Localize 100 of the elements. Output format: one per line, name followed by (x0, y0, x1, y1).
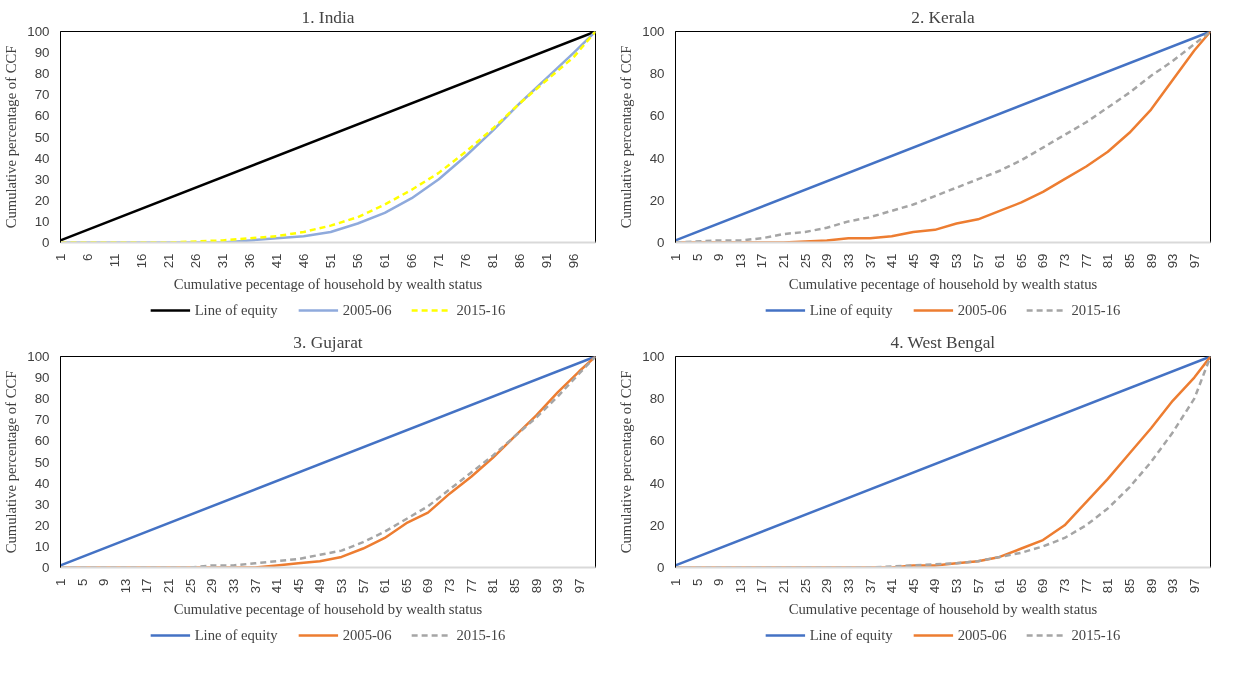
y-axis-title: Cumulative percentage of CCF (3, 370, 20, 554)
y-tick-label: 40 (34, 150, 50, 166)
legend-label: 2015-16 (456, 626, 506, 644)
x-tick-label: 5 (689, 253, 705, 261)
x-tick-label: 73 (442, 578, 458, 594)
x-axis-title: Cumulative pecentage of household by wealth status (173, 601, 483, 618)
x-tick-label: 73 (1057, 578, 1073, 594)
x-tick-label: 21 (776, 578, 792, 594)
x-tick-label: 76 (458, 253, 474, 269)
legend-label: 2005-06 (342, 301, 392, 319)
x-tick-label: 91 (539, 253, 555, 269)
x-tick-label: 57 (355, 578, 371, 594)
x-tick-label: 29 (204, 578, 220, 594)
x-tick-label: 53 (949, 253, 965, 269)
x-tick-label: 41 (269, 578, 285, 594)
x-tick-label: 13 (732, 578, 748, 594)
legend-label: Line of equity (809, 301, 893, 319)
chart-title: 2. Kerala (911, 7, 976, 27)
chart-title: 3. Gujarat (293, 332, 363, 352)
x-tick-label: 41 (884, 253, 900, 269)
x-tick-label: 45 (290, 578, 306, 594)
x-tick-label: 45 (905, 578, 921, 594)
x-tick-label: 97 (1186, 578, 1202, 594)
x-tick-label: 6 (80, 253, 96, 261)
x-tick-label: 33 (840, 578, 856, 594)
x-tick-label: 65 (1013, 578, 1029, 594)
y-tick-label: 80 (34, 66, 50, 82)
y-tick-label: 40 (649, 475, 665, 491)
x-axis-title: Cumulative pecentage of household by wealth status (173, 276, 483, 293)
legend-label: 2005-06 (342, 626, 392, 644)
legend-label: 2015-16 (456, 301, 506, 319)
x-tick-label: 93 (550, 578, 566, 594)
y-tick-label: 20 (649, 192, 665, 208)
x-tick-label: 57 (970, 253, 986, 269)
x-tick-label: 45 (905, 253, 921, 269)
x-tick-label: 41 (269, 253, 285, 269)
x-tick-label: 89 (1143, 253, 1159, 269)
x-tick-label: 13 (732, 253, 748, 269)
x-tick-label: 93 (1165, 578, 1181, 594)
x-tick-label: 71 (431, 253, 447, 269)
y-tick-label: 20 (34, 517, 50, 533)
x-tick-label: 9 (96, 578, 112, 586)
y-tick-label: 60 (649, 108, 665, 124)
legend-label: Line of equity (194, 626, 278, 644)
x-tick-label: 25 (797, 253, 813, 269)
x-tick-label: 25 (797, 578, 813, 594)
legend-label: Line of equity (809, 626, 893, 644)
y-tick-label: 0 (657, 235, 665, 250)
x-tick-label: 65 (1013, 253, 1029, 269)
y-axis-title: Cumulative percentage of CCF (3, 45, 20, 229)
x-tick-label: 97 (571, 578, 587, 594)
x-tick-label: 25 (182, 578, 198, 594)
y-tick-label: 80 (34, 391, 50, 407)
y-tick-label: 30 (34, 496, 50, 512)
x-tick-label: 29 (819, 253, 835, 269)
y-tick-label: 80 (649, 391, 665, 407)
x-tick-label: 16 (134, 253, 150, 269)
x-tick-label: 53 (949, 578, 965, 594)
x-tick-label: 11 (107, 253, 123, 268)
x-tick-label: 9 (711, 253, 727, 261)
x-tick-label: 1 (53, 253, 68, 261)
y-tick-label: 100 (27, 24, 50, 39)
x-tick-label: 97 (1186, 253, 1202, 269)
x-tick-label: 46 (296, 253, 312, 269)
x-tick-label: 41 (884, 578, 900, 594)
x-tick-label: 33 (840, 253, 856, 269)
y-tick-label: 0 (42, 560, 50, 575)
x-tick-label: 61 (992, 578, 1008, 594)
x-tick-label: 13 (117, 578, 133, 594)
x-tick-label: 61 (377, 578, 393, 594)
x-tick-label: 21 (776, 253, 792, 269)
x-tick-label: 51 (323, 253, 339, 269)
x-tick-label: 1 (668, 253, 683, 261)
x-tick-label: 69 (420, 578, 436, 594)
x-tick-label: 37 (862, 578, 878, 594)
x-tick-label: 93 (1165, 253, 1181, 269)
x-tick-label: 77 (463, 578, 479, 594)
x-tick-label: 81 (1100, 578, 1116, 594)
y-tick-label: 70 (34, 87, 50, 103)
y-tick-label: 0 (657, 560, 665, 575)
x-tick-label: 85 (1121, 253, 1137, 269)
y-tick-label: 60 (649, 433, 665, 449)
x-tick-label: 66 (404, 253, 420, 269)
x-tick-label: 17 (139, 578, 155, 594)
x-tick-label: 56 (350, 253, 366, 269)
x-tick-label: 61 (377, 253, 393, 269)
x-tick-label: 77 (1078, 578, 1094, 594)
chart-title: 1. India (301, 7, 355, 27)
x-tick-label: 86 (512, 253, 528, 269)
x-tick-label: 96 (566, 253, 582, 269)
x-tick-label: 85 (1121, 578, 1137, 594)
x-tick-label: 9 (711, 578, 727, 586)
y-tick-label: 0 (42, 235, 50, 250)
x-tick-label: 26 (188, 253, 204, 269)
y-tick-label: 10 (34, 538, 50, 554)
y-tick-label: 50 (34, 129, 50, 145)
x-tick-label: 81 (1100, 253, 1116, 269)
x-tick-label: 69 (1035, 253, 1051, 269)
x-tick-label: 17 (754, 578, 770, 594)
x-tick-label: 5 (74, 578, 90, 586)
